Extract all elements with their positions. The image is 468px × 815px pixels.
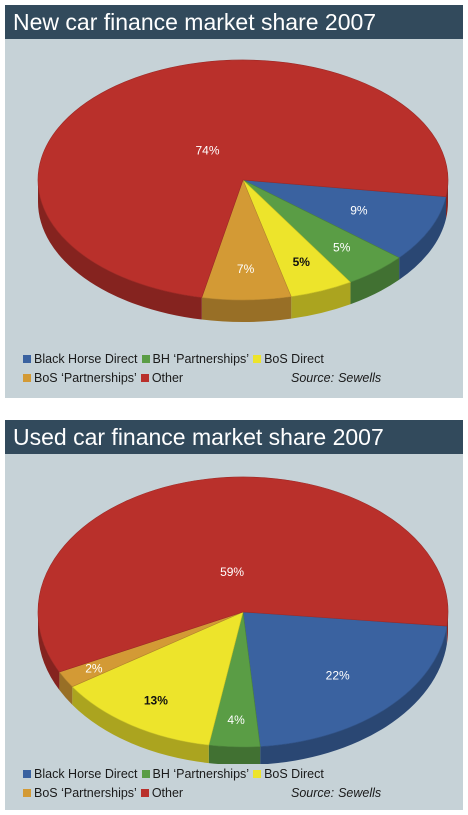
source-name: Sewells (338, 786, 382, 800)
legend-item: BoS Direct (253, 765, 324, 784)
pie-slice-side (208, 745, 261, 764)
source-label: Source: (291, 786, 335, 800)
legend-label: Black Horse Direct (34, 767, 138, 781)
chart-body: 22% 4% 13% 2% 59% Black Horse Direct BH ‘Part… (5, 454, 463, 810)
chart-title: Used car finance market share 2007 (5, 420, 463, 454)
slice-value-label: 2% (85, 662, 103, 676)
pie-slice-side (350, 257, 400, 305)
legend-row: Black Horse Direct BH ‘Partnerships’ BoS D… (23, 765, 453, 784)
chart-legend: Black Horse Direct BH ‘Partnerships’ BoS D… (23, 350, 453, 388)
new-car-chart-panel: New car finance market share 2007 9% 5% 5%… (5, 5, 463, 398)
legend-row: BoS ‘Partnerships’ Other Source: Sewells (23, 784, 453, 803)
legend-item: Other (140, 784, 184, 803)
source-note: Source: Sewells (291, 784, 381, 803)
pie-slice (242, 179, 447, 259)
legend-label: BH ‘Partnerships’ (152, 767, 250, 781)
slice-value-label: 5% (293, 255, 311, 269)
pie-slice (37, 59, 449, 298)
legend-swatch (23, 355, 31, 363)
legend-label: BH ‘Partnerships’ (152, 352, 250, 366)
legend-swatch (253, 770, 262, 778)
pie-slice-side (291, 282, 351, 319)
chart-body: 9% 5% 5% 7% 74% Black Horse Direct BH ‘Partne… (5, 39, 463, 398)
legend-item: Black Horse Direct (23, 350, 138, 369)
slice-value-label: 74% (195, 144, 219, 158)
source-note: Source: Sewells (291, 369, 381, 388)
pie-chart: 9% 5% 5% 7% 74% (37, 59, 449, 323)
legend-swatch (141, 355, 150, 363)
legend-swatch (140, 374, 149, 382)
legend-label: Black Horse Direct (34, 352, 138, 366)
source-name: Sewells (338, 371, 382, 385)
pie-slice-side (201, 296, 292, 323)
legend-item: BoS ‘Partnerships’ (23, 369, 137, 388)
legend-label: BoS ‘Partnerships’ (34, 371, 137, 385)
slice-value-label: 22% (326, 669, 350, 683)
legend-row: BoS ‘Partnerships’ Other Source: Sewells (23, 369, 453, 388)
slice-value-label: 59% (220, 565, 244, 579)
slice-value-label: 5% (333, 240, 351, 254)
pie-slice-side (38, 612, 60, 691)
pie-slice (242, 611, 448, 747)
slice-value-label: 13% (144, 693, 168, 707)
legend-item: Black Horse Direct (23, 765, 138, 784)
legend-swatch (23, 789, 31, 797)
legend-item: Other (140, 369, 184, 388)
legend-item: BoS Direct (253, 350, 324, 369)
pie-slice (37, 476, 449, 673)
pie-slice-side (38, 180, 202, 320)
pie-slice-side (72, 686, 209, 764)
legend-label: BoS ‘Partnerships’ (34, 786, 137, 800)
legend-swatch (140, 789, 149, 797)
legend-swatch (23, 374, 31, 382)
chart-title: New car finance market share 2007 (5, 5, 463, 39)
legend-swatch (253, 355, 262, 363)
pie-slice-side (260, 626, 447, 764)
used-car-chart-panel: Used car finance market share 2007 22% 4%… (5, 420, 463, 810)
legend-row: Black Horse Direct BH ‘Partnerships’ BoS D… (23, 350, 453, 369)
legend-item: BoS ‘Partnerships’ (23, 784, 137, 803)
source-label: Source: (291, 371, 335, 385)
legend-label: BoS Direct (264, 352, 324, 366)
slice-value-label: 9% (350, 204, 368, 218)
pie-slice (71, 611, 244, 746)
legend-item: BH ‘Partnerships’ (141, 765, 250, 784)
slice-value-label: 4% (227, 713, 245, 727)
legend-label: BoS Direct (264, 767, 324, 781)
chart-legend: Black Horse Direct BH ‘Partnerships’ BoS D… (23, 765, 453, 803)
pie-chart: 22% 4% 13% 2% 59% (37, 476, 449, 764)
legend-label: Other (151, 371, 184, 385)
legend-item: BH ‘Partnerships’ (141, 350, 250, 369)
pie-slice-side (59, 672, 73, 705)
legend-swatch (141, 770, 150, 778)
slice-value-label: 7% (237, 262, 255, 276)
legend-label: Other (151, 786, 184, 800)
legend-swatch (23, 770, 31, 778)
